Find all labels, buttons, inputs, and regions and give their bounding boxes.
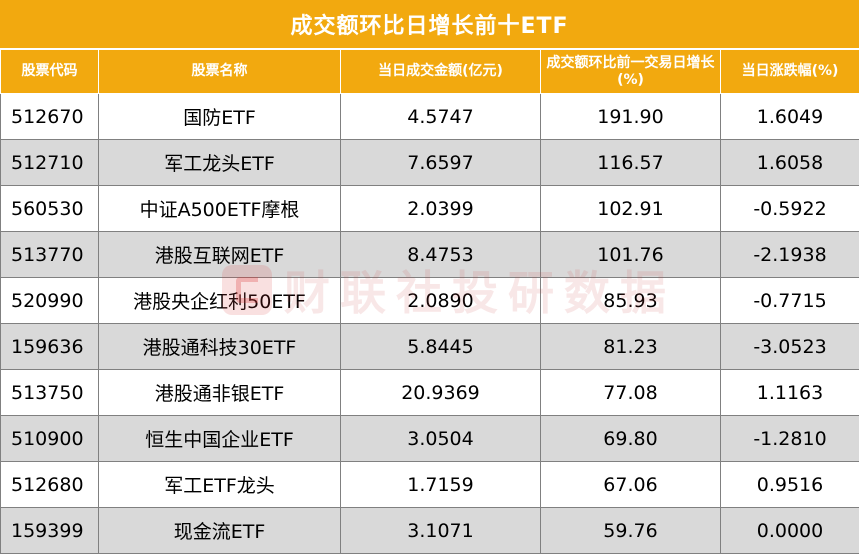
cell-change: 1.1163: [721, 370, 859, 416]
cell-turnover: 7.6597: [341, 140, 541, 186]
table-title: 成交额环比日增长前十ETF: [0, 0, 859, 49]
cell-change: 0.9516: [721, 462, 859, 508]
cell-name: 中证A500ETF摩根: [99, 186, 341, 232]
header-turnover: 当日成交金额(亿元): [341, 50, 541, 94]
cell-name: 恒生中国企业ETF: [99, 416, 341, 462]
cell-change: 0.0000: [721, 508, 859, 554]
cell-growth: 67.06: [541, 462, 721, 508]
etf-table: 股票代码 股票名称 当日成交金额(亿元) 成交额环比前一交易日增长(%) 当日涨…: [0, 49, 859, 554]
cell-change: -1.2810: [721, 416, 859, 462]
cell-code: 159636: [1, 324, 99, 370]
cell-turnover: 2.0890: [341, 278, 541, 324]
cell-change: -0.7715: [721, 278, 859, 324]
cell-name: 港股通非银ETF: [99, 370, 341, 416]
cell-name: 现金流ETF: [99, 508, 341, 554]
cell-growth: 85.93: [541, 278, 721, 324]
cell-turnover: 1.7159: [341, 462, 541, 508]
cell-growth: 77.08: [541, 370, 721, 416]
cell-code: 560530: [1, 186, 99, 232]
cell-name: 军工ETF龙头: [99, 462, 341, 508]
cell-code: 512670: [1, 94, 99, 140]
cell-change: -2.1938: [721, 232, 859, 278]
header-row: 股票代码 股票名称 当日成交金额(亿元) 成交额环比前一交易日增长(%) 当日涨…: [1, 50, 859, 94]
cell-name: 国防ETF: [99, 94, 341, 140]
cell-growth: 101.76: [541, 232, 721, 278]
cell-code: 512710: [1, 140, 99, 186]
cell-name: 港股央企红利50ETF: [99, 278, 341, 324]
cell-turnover: 5.8445: [341, 324, 541, 370]
cell-turnover: 2.0399: [341, 186, 541, 232]
cell-code: 513750: [1, 370, 99, 416]
cell-name: 港股互联网ETF: [99, 232, 341, 278]
cell-turnover: 20.9369: [341, 370, 541, 416]
cell-code: 512680: [1, 462, 99, 508]
cell-growth: 59.76: [541, 508, 721, 554]
cell-growth: 81.23: [541, 324, 721, 370]
cell-growth: 116.57: [541, 140, 721, 186]
cell-growth: 69.80: [541, 416, 721, 462]
cell-change: -0.5922: [721, 186, 859, 232]
cell-name: 军工龙头ETF: [99, 140, 341, 186]
cell-change: 1.6058: [721, 140, 859, 186]
cell-growth: 191.90: [541, 94, 721, 140]
cell-code: 510900: [1, 416, 99, 462]
cell-change: 1.6049: [721, 94, 859, 140]
header-change: 当日涨跌幅(%): [721, 50, 859, 94]
cell-code: 513770: [1, 232, 99, 278]
cell-change: -3.0523: [721, 324, 859, 370]
header-growth: 成交额环比前一交易日增长(%): [541, 50, 721, 94]
cell-name: 港股通科技30ETF: [99, 324, 341, 370]
cell-turnover: 3.1071: [341, 508, 541, 554]
cell-turnover: 3.0504: [341, 416, 541, 462]
cell-code: 520990: [1, 278, 99, 324]
cell-turnover: 4.5747: [341, 94, 541, 140]
header-name: 股票名称: [99, 50, 341, 94]
cell-growth: 102.91: [541, 186, 721, 232]
header-code: 股票代码: [1, 50, 99, 94]
cell-turnover: 8.4753: [341, 232, 541, 278]
cell-code: 159399: [1, 508, 99, 554]
